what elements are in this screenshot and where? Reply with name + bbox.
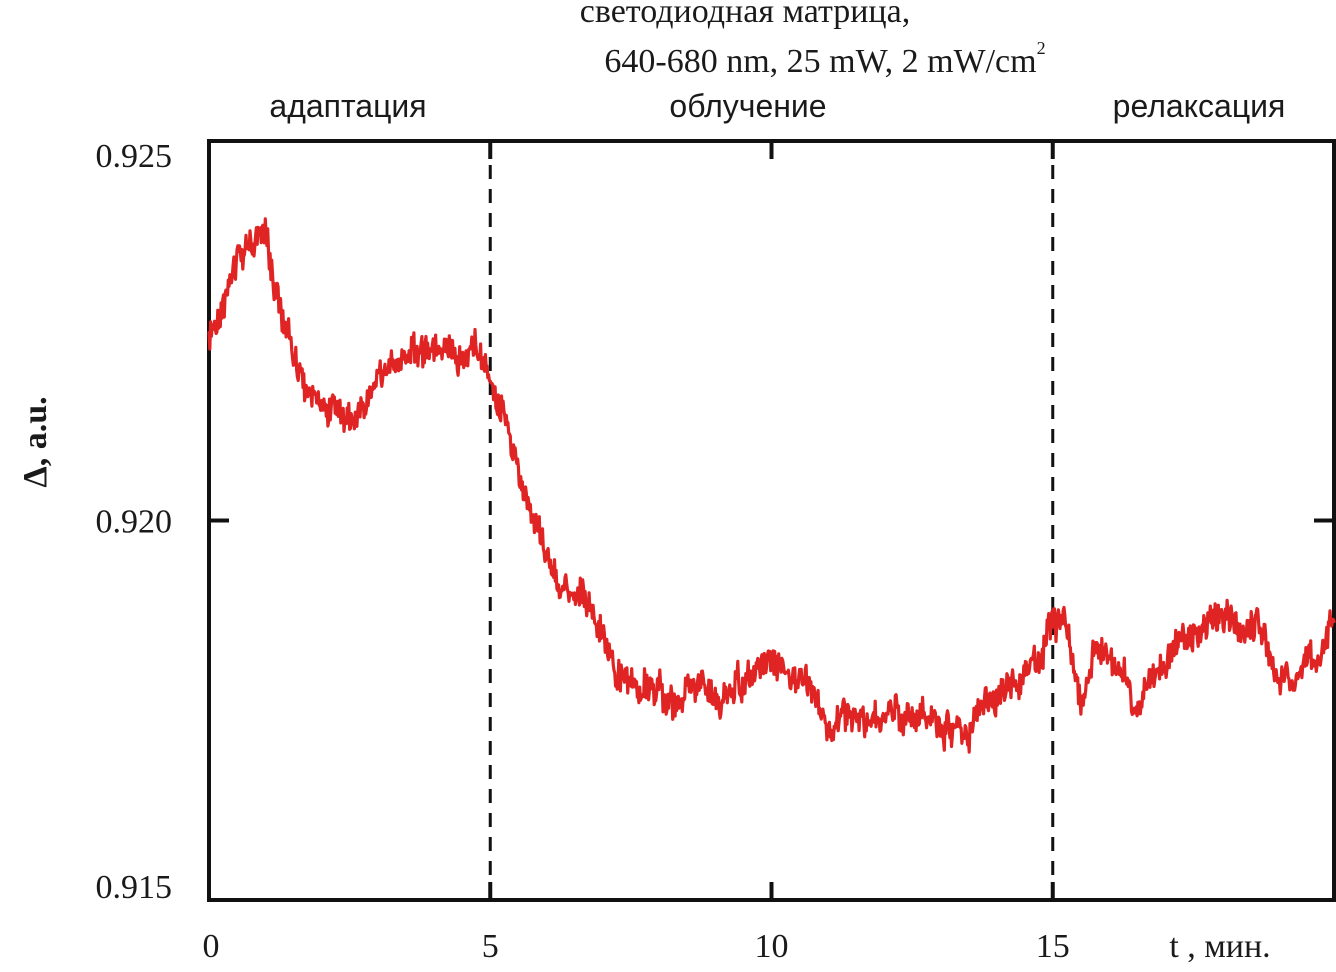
plot-frame (207, 139, 1336, 902)
header-line-2-superscript: 2 (1037, 38, 1046, 58)
header-line-2: 640-680 nm, 25 mW, 2 mW/cm2 (604, 38, 1045, 80)
x-tick-label-0: 0 (203, 928, 220, 965)
y-tick-label-0: 0.925 (96, 138, 173, 175)
series-line-0 (207, 217, 1336, 754)
phase-label-relaxation: релаксация (1113, 88, 1286, 124)
series-group (207, 217, 1336, 754)
y-tick-label-1: 0.920 (96, 504, 173, 541)
phase-label-irradiation: облучение (669, 88, 826, 124)
axis-ticks (207, 139, 1334, 902)
phase-dividers (488, 141, 1055, 900)
x-tick-label-2: 10 (755, 928, 789, 965)
header-line-1: светодиодная матрица, (580, 0, 910, 30)
phase-label-adaptation: адаптация (269, 88, 426, 124)
header-line-2-text: 640-680 nm, 25 mW, 2 mW/cm (604, 43, 1036, 80)
tick-labels: 0 5 10 15 0.925 0.920 0.915 (96, 138, 1070, 965)
x-tick-label-1: 5 (482, 928, 499, 965)
y-axis-label: Δ, a.u. (17, 396, 54, 487)
x-axis-label: t , мин. (1169, 928, 1270, 965)
x-tick-label-3: 15 (1036, 928, 1070, 965)
y-tick-label-2: 0.915 (96, 869, 173, 906)
